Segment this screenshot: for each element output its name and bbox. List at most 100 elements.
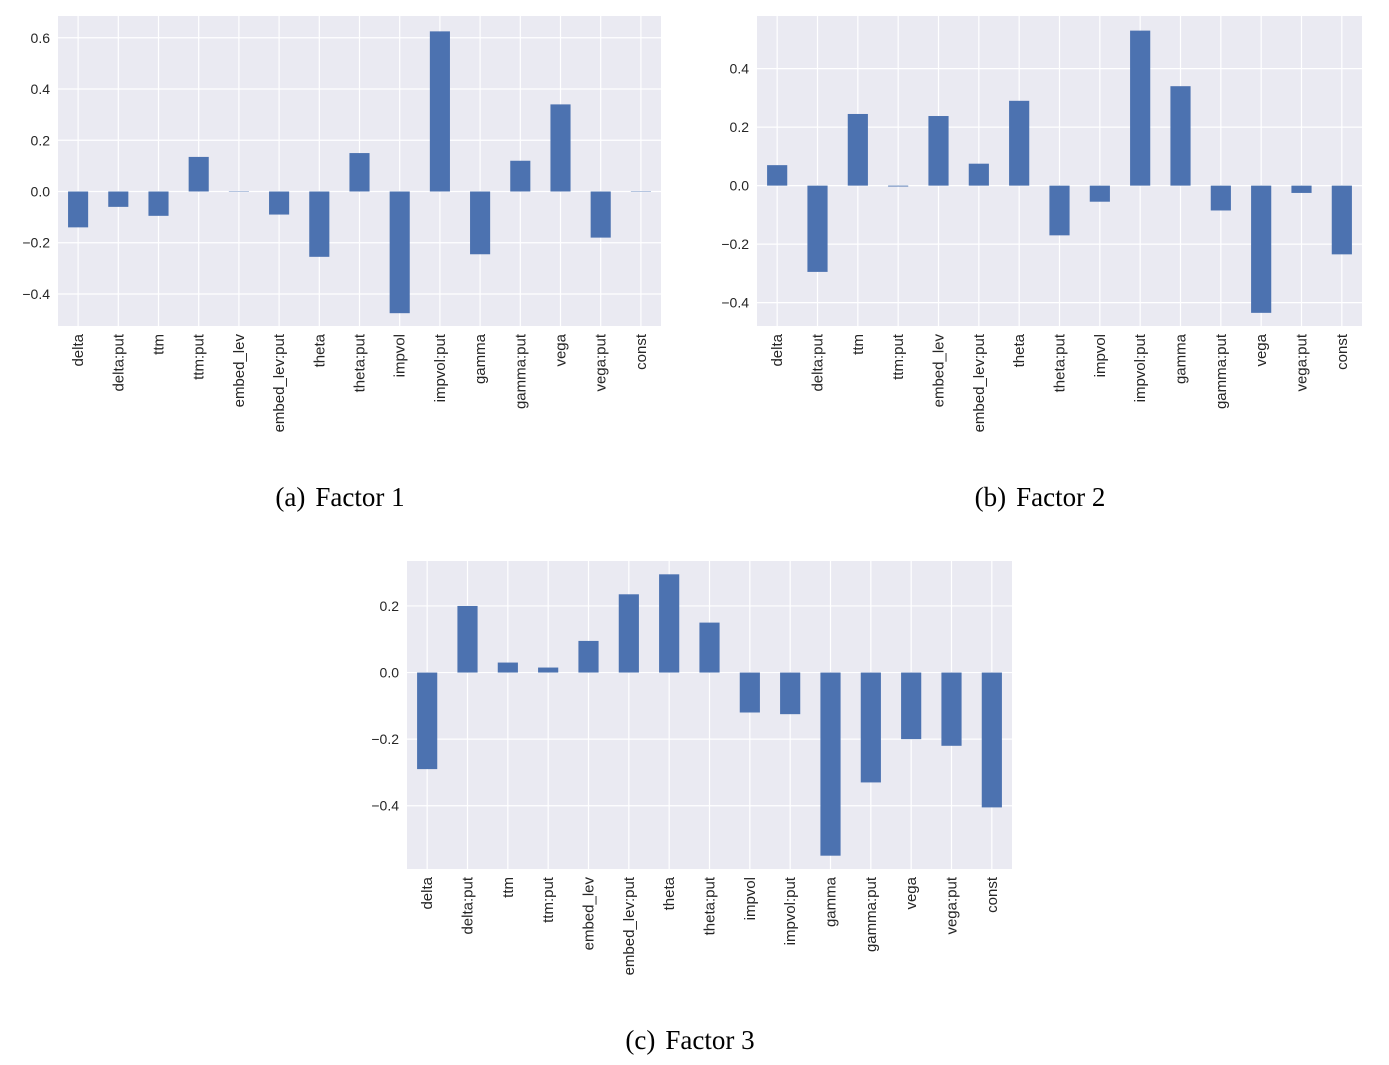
x-tick-label: impvol [392, 334, 409, 377]
bar [1331, 185, 1352, 255]
x-tick-label: embed_lev:put [621, 876, 638, 975]
x-tick-label: embed_lev [231, 334, 248, 408]
y-tick-label: 0.0 [31, 183, 51, 199]
x-tick-label: const [984, 876, 1001, 913]
x-tick-label: const [1334, 333, 1351, 370]
bar [188, 156, 209, 192]
y-tick-label: −0.2 [721, 236, 749, 252]
bar [1009, 100, 1030, 186]
x-tick-label: delta:put [460, 876, 477, 934]
bar [847, 113, 868, 186]
bar [1170, 86, 1191, 186]
x-tick-label: impvol:put [782, 876, 799, 945]
x-tick-label: delta:put [110, 333, 127, 391]
bar [108, 191, 129, 207]
bar [457, 605, 478, 673]
bar [510, 160, 531, 192]
x-tick-label: gamma [472, 333, 489, 384]
x-tick-label: delta:put [810, 333, 827, 391]
chart-factor-1-svg: −0.4 −0.2 0.0 0.2 0.4 0.6 delta delta:put ttm ttm… [22, 16, 661, 432]
y-tick-label: 0.0 [380, 665, 400, 681]
bar [739, 672, 760, 713]
x-tick-label: impvol:put [432, 333, 449, 402]
y-tick-label: −0.2 [22, 235, 50, 251]
bar [820, 672, 841, 856]
y-tick-label: 0.2 [380, 598, 400, 614]
x-tick-label: const [633, 333, 650, 370]
y-tick-label: −0.2 [371, 731, 399, 747]
x-tick-label: impvol [1092, 334, 1109, 377]
y-tick-label: 0.0 [730, 178, 750, 194]
bar [807, 185, 828, 272]
x-tick-label: vega [1253, 333, 1270, 366]
x-tick-label: embed_lev:put [971, 333, 988, 432]
bar [538, 667, 559, 673]
x-tick-label: delta [70, 333, 87, 366]
caption-text: Factor 1 [315, 482, 405, 512]
x-tick-label: gamma:put [863, 876, 880, 952]
bar [767, 165, 788, 186]
caption-factor-1: (a) Factor 1 [275, 482, 404, 513]
bar [349, 153, 370, 192]
x-tick-label: vega [553, 333, 570, 366]
x-tick-label: gamma [823, 876, 840, 927]
x-tick-label: theta [661, 876, 678, 910]
x-tick-label: ttm [500, 877, 517, 898]
x-tick-label: ttm [850, 334, 867, 355]
x-tick-label: theta:put [1052, 333, 1069, 392]
x-tick-label: ttm [151, 334, 168, 355]
caption-text: Factor 3 [665, 1025, 755, 1055]
bar [901, 672, 922, 740]
bar [417, 672, 438, 770]
bar [780, 672, 801, 715]
bar [1089, 185, 1110, 202]
x-tick-label: vega:put [593, 333, 610, 391]
bar [941, 672, 962, 746]
x-tick-label: embed_lev:put [271, 333, 288, 432]
y-tick-label: 0.4 [31, 81, 51, 97]
y-tick-label: 0.6 [31, 30, 51, 46]
chart-factor-3-svg: −0.4 −0.2 0.0 0.2 delta delta:put ttm ttm:put em… [371, 561, 1012, 975]
caption-factor-2: (b) Factor 2 [975, 482, 1106, 513]
caption-tag: (a) [275, 482, 306, 512]
bar [888, 185, 909, 187]
bar [68, 191, 89, 228]
bar [590, 191, 611, 238]
bar [1251, 185, 1272, 313]
bar [470, 191, 491, 255]
x-tick-label: delta [769, 333, 786, 366]
x-tick-label: theta:put [352, 333, 369, 392]
chart-factor-3: −0.4 −0.2 0.0 0.2 delta delta:put ttm ttm:put em… [350, 545, 1030, 1015]
bar [1210, 185, 1231, 211]
bar [497, 662, 518, 673]
bar [389, 191, 410, 314]
chart-factor-2-svg: −0.4 −0.2 0.0 0.2 0.4 delta delta:put ttm ttm:pu… [721, 16, 1362, 432]
x-tick-label: gamma:put [512, 333, 529, 409]
bar [309, 191, 330, 257]
x-tick-label: impvol:put [1132, 333, 1149, 402]
bar [269, 191, 290, 215]
x-tick-label: embed_lev [931, 334, 948, 408]
y-tick-label: −0.4 [371, 798, 399, 814]
caption-text: Factor 2 [1016, 482, 1106, 512]
x-tick-label: ttm:put [540, 876, 557, 923]
x-tick-label: delta [419, 876, 436, 909]
caption-tag: (c) [625, 1025, 656, 1055]
x-tick-label: theta [1011, 333, 1028, 367]
bar [1291, 185, 1312, 193]
x-tick-label: embed_lev [581, 877, 598, 951]
bar [429, 31, 450, 192]
caption-factor-3: (c) Factor 3 [625, 1025, 754, 1056]
x-tick-label: vega [903, 876, 920, 909]
bar [578, 640, 599, 673]
y-tick-label: −0.4 [22, 286, 50, 302]
bar [928, 116, 949, 186]
x-tick-label: theta:put [702, 876, 719, 935]
x-tick-label: vega:put [1294, 333, 1311, 391]
x-tick-label: theta [311, 333, 328, 367]
caption-tag: (b) [974, 482, 1007, 512]
bar [659, 574, 680, 673]
bar [860, 672, 881, 783]
bar [1049, 185, 1070, 236]
x-tick-label: gamma [1173, 333, 1190, 384]
